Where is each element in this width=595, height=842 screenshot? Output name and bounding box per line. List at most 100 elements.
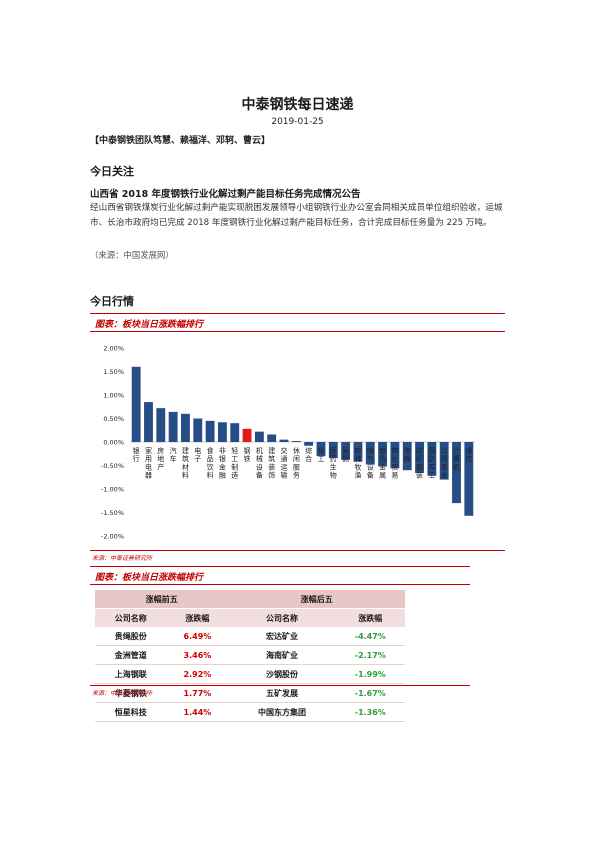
y-tick-label: -0.50% xyxy=(101,462,124,470)
figure2-top-rule xyxy=(90,566,470,567)
bar-钢铁 xyxy=(242,428,252,442)
x-tick-label: 国防军工 xyxy=(428,447,435,480)
section-heading-focus: 今日关注 xyxy=(90,165,134,178)
bar-有色金属 xyxy=(378,442,388,467)
table-row: 上海钢联 2.92% 沙钢股份 -1.99% xyxy=(95,664,405,684)
table-row: 华菱钢铁 1.77% 五矿发展 -1.67% xyxy=(95,683,405,703)
top-company-name: 贵绳股份 xyxy=(95,627,167,646)
bar-电子 xyxy=(193,418,203,442)
table-row: 恒星科技 1.44% 中国东方集团 -1.36% xyxy=(95,702,405,722)
bottom-five-heading: 涨幅后五 xyxy=(228,590,405,609)
x-tick-label: 传媒 xyxy=(404,446,411,463)
x-tick-label: 机械设备 xyxy=(256,446,263,480)
bar-汽车 xyxy=(168,411,178,442)
bar-通信 xyxy=(464,442,474,516)
bar-建筑材料 xyxy=(181,413,190,442)
x-tick-label: 建筑装饰 xyxy=(268,446,275,480)
figure2-label-rule xyxy=(90,584,470,585)
x-tick-label: 农林牧渔 xyxy=(354,446,361,480)
news-title: 山西省 2018 年度钢铁行业化解过剩产能目标任务完成情况公告 xyxy=(90,189,361,200)
bar-国防军工 xyxy=(427,442,437,476)
figure1-label: 图表：板块当日涨跌幅排行 xyxy=(95,320,204,330)
column-header-name: 公司名称 xyxy=(95,608,167,627)
figure1-top-rule xyxy=(90,313,505,314)
bottom-company-change: -4.47% xyxy=(335,627,405,646)
x-tick-label: 电气设备 xyxy=(367,446,374,480)
x-tick-label: 公用事业 xyxy=(441,447,448,480)
report-date: 2019-01-25 xyxy=(271,117,324,127)
top-five-heading: 涨幅前五 xyxy=(95,590,229,609)
figure2-label: 图表：板块当日涨跌幅排行 xyxy=(95,573,204,583)
x-tick-label: 计算机 xyxy=(453,446,460,471)
bar-建筑装饰 xyxy=(267,434,277,442)
bar-公用事业 xyxy=(439,442,449,480)
x-tick-label: 食品饮料 xyxy=(207,446,214,480)
bar-传媒 xyxy=(402,442,412,471)
column-header-change: 涨跌幅 xyxy=(166,608,229,627)
x-tick-label: 采掘 xyxy=(342,446,349,463)
x-tick-label: 房地产 xyxy=(157,446,164,471)
x-tick-label: 医药生物 xyxy=(330,447,337,480)
bar-电气设备 xyxy=(365,442,375,465)
y-tick-label: 1.50% xyxy=(103,368,124,376)
bar-医药生物 xyxy=(328,442,338,458)
figure1-bottom-rule xyxy=(90,550,505,551)
x-tick-label: 钢铁 xyxy=(244,446,251,463)
bar-家用电器 xyxy=(144,402,153,442)
ranking-table: 涨幅前五 涨幅后五 公司名称 涨跌幅 公司名称 涨跌幅 贵绳股份 6.49% 宏… xyxy=(95,590,405,722)
ranking-group-header: 涨幅前五 涨幅后五 xyxy=(95,590,405,609)
x-tick-label: 通信 xyxy=(465,446,472,463)
x-tick-label: 电子 xyxy=(194,446,201,463)
x-tick-label: 化工 xyxy=(317,446,324,463)
table-row: 金洲管道 3.46% 海南矿业 -2.17% xyxy=(95,645,405,665)
bottom-company-change: -1.36% xyxy=(335,702,405,722)
x-tick-label: 休闲服务 xyxy=(293,446,300,480)
bar-非银金融 xyxy=(217,422,227,442)
news-source: （来源：中国发展网） xyxy=(90,250,174,260)
x-tick-label: 有色金属 xyxy=(379,446,386,480)
column-header-change: 涨跌幅 xyxy=(335,608,405,627)
bar-银行 xyxy=(131,366,141,442)
x-tick-label: 银行 xyxy=(133,446,140,463)
bar-交通运输 xyxy=(279,439,289,442)
bar-化工 xyxy=(316,442,326,457)
x-tick-label: 家用电器 xyxy=(145,446,152,480)
bar-轻工制造 xyxy=(230,423,240,442)
bottom-company-name: 海南矿业 xyxy=(228,645,336,665)
top-company-change: 1.77% xyxy=(166,683,229,703)
top-company-change: 1.44% xyxy=(166,702,229,722)
x-tick-label: 交通运输 xyxy=(281,446,288,480)
bar-纺织服装 xyxy=(415,442,424,474)
bottom-company-name: 中国东方集团 xyxy=(228,702,336,722)
top-company-change: 6.49% xyxy=(166,627,229,646)
bar-计算机 xyxy=(452,442,461,504)
top-company-name: 恒星科技 xyxy=(95,702,167,722)
bar-机械设备 xyxy=(254,431,264,442)
y-tick-label: 2.00% xyxy=(103,345,124,353)
x-tick-label: 纺织服装 xyxy=(416,446,423,480)
news-body: 经山西省钢铁煤炭行业化解过剩产能实现脱困发展领导小组钢铁行业办公室会同相关成员单… xyxy=(90,203,503,228)
x-tick-label: 汽车 xyxy=(170,446,177,463)
y-tick-label: 1.00% xyxy=(103,392,124,400)
x-tick-label: 轻工制造 xyxy=(231,446,238,480)
bottom-company-name: 宏达矿业 xyxy=(228,627,336,646)
bottom-company-change: -1.99% xyxy=(335,664,405,684)
top-company-change: 2.92% xyxy=(166,664,229,684)
sector-change-bar-chart: 2.00% 1.50% 1.00% 0.50% 0.00% -0.50% -1.00% -1.… xyxy=(101,345,475,541)
top-company-name: 华菱钢铁 xyxy=(95,683,167,703)
bottom-company-name: 沙钢股份 xyxy=(228,664,336,684)
x-tick-label: 建筑材料 xyxy=(182,446,189,480)
bar-食品饮料 xyxy=(205,420,215,442)
bar-房地产 xyxy=(156,408,166,442)
x-tick-label: 综合 xyxy=(305,446,312,463)
table-row: 贵绳股份 6.49% 宏达矿业 -4.47% xyxy=(95,627,405,646)
y-tick-label: -2.00% xyxy=(101,533,124,541)
bar-商业贸易 xyxy=(390,442,400,469)
figure2-bottom-rule xyxy=(90,685,470,686)
bar-休闲服务 xyxy=(291,441,301,442)
page-title: 中泰钢铁每日速递 xyxy=(241,97,354,113)
bar-综合 xyxy=(304,442,314,446)
column-header-name: 公司名称 xyxy=(228,608,336,627)
bar-农林牧渔 xyxy=(353,442,363,462)
bar-采掘 xyxy=(341,442,351,460)
